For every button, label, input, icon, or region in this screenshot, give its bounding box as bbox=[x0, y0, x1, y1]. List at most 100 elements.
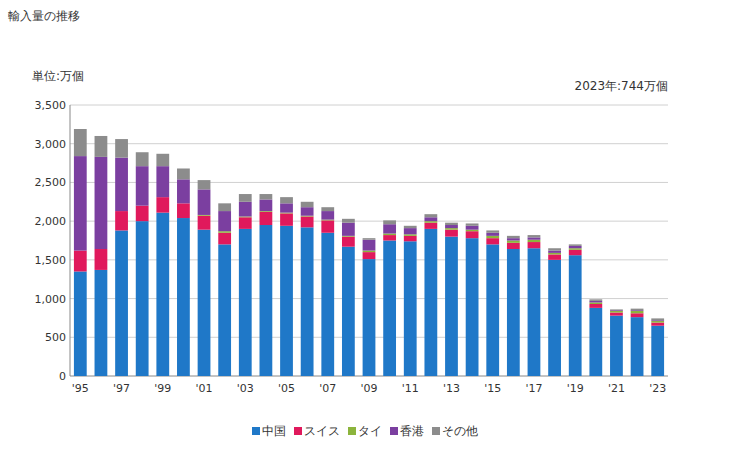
legend-swatch bbox=[432, 427, 440, 435]
bar-segment bbox=[610, 309, 623, 311]
legend-swatch bbox=[294, 427, 302, 435]
bar-segment bbox=[589, 302, 602, 304]
x-tick-label: '21 bbox=[608, 382, 625, 395]
grid-line bbox=[70, 105, 668, 106]
bar-segment bbox=[342, 223, 355, 236]
bar-segment bbox=[218, 244, 231, 376]
bar-segment bbox=[342, 247, 355, 376]
bar-segment bbox=[74, 251, 87, 272]
bar-segment bbox=[321, 211, 334, 220]
bar-segment bbox=[156, 154, 169, 166]
bar-segment bbox=[198, 180, 211, 189]
bar-segment bbox=[569, 255, 582, 376]
bar-segment bbox=[260, 212, 273, 225]
y-tick-label: 3,500 bbox=[35, 99, 67, 112]
bar-segment bbox=[280, 213, 293, 225]
legend-label: スイス bbox=[304, 424, 340, 438]
legend-label: 香港 bbox=[400, 424, 424, 438]
title: 輸入量の推移 bbox=[8, 9, 80, 23]
bar-segment bbox=[548, 254, 561, 259]
bar-segment bbox=[136, 152, 149, 166]
legend-label: その他 bbox=[442, 424, 478, 438]
bar-segment bbox=[260, 194, 273, 199]
bar-segment bbox=[445, 225, 458, 228]
bar-segment bbox=[115, 139, 128, 158]
bar-segment bbox=[156, 166, 169, 197]
bar-segment bbox=[301, 207, 314, 216]
y-tick-label: 2,000 bbox=[35, 215, 67, 228]
bar-segment bbox=[363, 251, 376, 253]
x-tick-label: '97 bbox=[113, 382, 130, 395]
bar-segment bbox=[383, 241, 396, 377]
x-tick-label: '03 bbox=[237, 382, 254, 395]
bar-segment bbox=[280, 226, 293, 376]
x-tick-label: '07 bbox=[319, 382, 336, 395]
bar-segment bbox=[486, 236, 499, 238]
y-tick-label: 0 bbox=[59, 370, 66, 383]
bar-segment bbox=[548, 253, 561, 255]
bar-segment bbox=[321, 233, 334, 376]
bar-segment bbox=[445, 237, 458, 376]
bar-segment bbox=[383, 235, 396, 240]
bar-segment bbox=[507, 243, 520, 249]
bar-segment bbox=[424, 217, 437, 221]
bar-segment bbox=[548, 251, 561, 253]
bar-segment bbox=[321, 207, 334, 211]
bar-segment bbox=[404, 226, 417, 228]
bar-segment bbox=[404, 234, 417, 236]
bar-segment bbox=[239, 202, 252, 217]
bar-segment bbox=[424, 214, 437, 217]
bar-segment bbox=[651, 318, 664, 320]
bar-segment bbox=[569, 248, 582, 250]
bar-segment bbox=[589, 299, 602, 301]
bar-segment bbox=[445, 230, 458, 237]
x-tick-label: '05 bbox=[278, 382, 295, 395]
y-tick-label: 1,500 bbox=[35, 254, 67, 267]
bar-segment bbox=[404, 241, 417, 376]
annotation: 2023年:744万個 bbox=[575, 79, 669, 93]
grid-line bbox=[70, 143, 668, 144]
bar-segment bbox=[528, 240, 541, 242]
bar-segment bbox=[95, 249, 108, 270]
bar-segment bbox=[301, 216, 314, 227]
bar-segment bbox=[95, 136, 108, 157]
bar-segment bbox=[321, 220, 334, 232]
bar-segment bbox=[486, 244, 499, 376]
x-tick-label: '23 bbox=[649, 382, 666, 395]
bar-segment bbox=[507, 236, 520, 238]
bar-segment bbox=[342, 237, 355, 247]
bar-segment bbox=[610, 311, 623, 313]
bar-segment bbox=[404, 236, 417, 241]
bar-segment bbox=[486, 230, 499, 232]
bar-segment bbox=[528, 242, 541, 248]
bar-segment bbox=[631, 313, 644, 317]
legend-swatch bbox=[348, 427, 356, 435]
bar-segment bbox=[363, 252, 376, 259]
bar-segment bbox=[610, 313, 623, 316]
x-tick-label: '17 bbox=[525, 382, 542, 395]
bar-segment bbox=[74, 156, 87, 250]
bar-segment bbox=[486, 233, 499, 236]
bar-segment bbox=[363, 240, 376, 251]
bar-segment bbox=[569, 246, 582, 248]
bar-segment bbox=[528, 237, 541, 239]
bar-segment bbox=[631, 311, 644, 313]
legend-swatch bbox=[390, 427, 398, 435]
bar-segment bbox=[198, 230, 211, 376]
bar-segment bbox=[95, 157, 108, 249]
bar-segment bbox=[115, 211, 128, 230]
x-tick-label: '95 bbox=[72, 382, 89, 395]
bar-segment bbox=[136, 206, 149, 221]
bar-segment bbox=[507, 249, 520, 376]
legend-label: タイ bbox=[358, 424, 382, 438]
bar-segment bbox=[239, 217, 252, 229]
bar-segment bbox=[260, 225, 273, 376]
bar-segment bbox=[383, 220, 396, 224]
bar-segment bbox=[198, 189, 211, 215]
bar-segment bbox=[466, 231, 479, 238]
bar-segment bbox=[631, 309, 644, 311]
bar-segment bbox=[280, 203, 293, 212]
bar-segment bbox=[218, 231, 231, 233]
bar-segment bbox=[569, 244, 582, 246]
bar-segment bbox=[610, 310, 623, 312]
